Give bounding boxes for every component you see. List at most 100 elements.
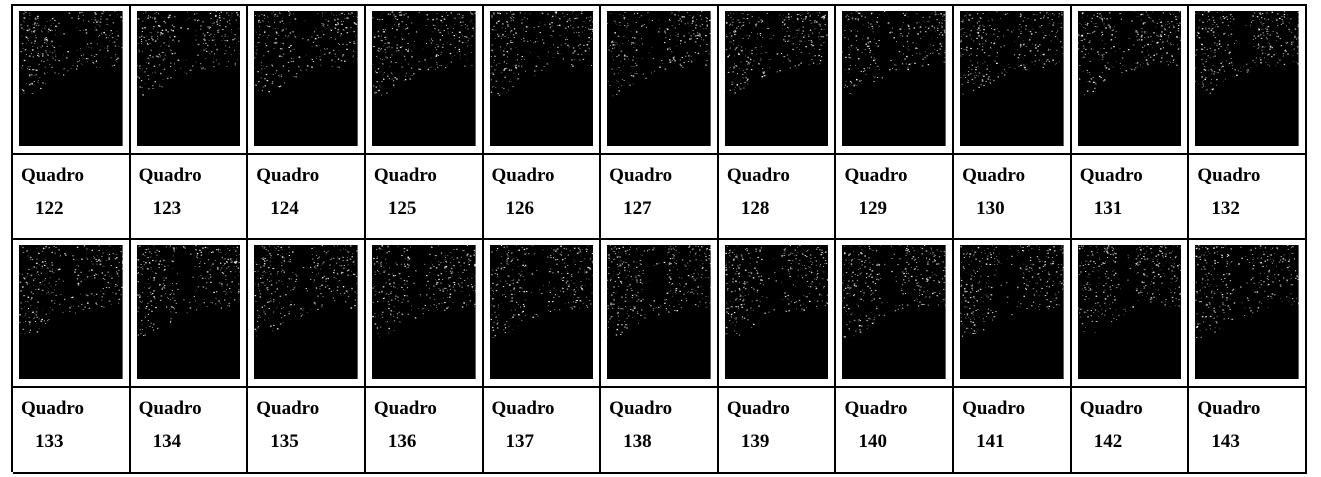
frame-label-word: Quadro bbox=[21, 165, 85, 186]
frame-image bbox=[842, 11, 947, 146]
frame-label-cell: Quadro 136 bbox=[365, 388, 484, 474]
frame-image bbox=[19, 245, 123, 379]
frame-image bbox=[254, 11, 358, 146]
frame-label-cell: Quadro 127 bbox=[601, 155, 719, 240]
frame-image-cell bbox=[836, 240, 955, 388]
frame-image bbox=[19, 11, 123, 146]
frame-label-number: 124 bbox=[270, 198, 299, 219]
frame-image bbox=[136, 11, 241, 146]
frame-image bbox=[1077, 245, 1182, 379]
frame-image-cell bbox=[1189, 240, 1307, 388]
frame-label-number: 125 bbox=[387, 198, 417, 219]
frame-image-cell bbox=[130, 6, 249, 155]
frame-label-word: Quadro bbox=[138, 165, 202, 186]
frame-label-number: 143 bbox=[1211, 431, 1240, 452]
frame-image-cell bbox=[130, 240, 249, 388]
frame-image bbox=[1195, 245, 1299, 379]
frame-label-word: Quadro bbox=[844, 398, 908, 419]
frame-label-cell: Quadro 135 bbox=[248, 388, 366, 474]
frame-label-cell: Quadro 130 bbox=[954, 155, 1072, 240]
frame-image bbox=[960, 245, 1064, 379]
frame-label-word: Quadro bbox=[726, 165, 790, 186]
frame-image-cell bbox=[365, 6, 484, 155]
frame-label-word: Quadro bbox=[491, 165, 555, 186]
frame-label-number: 132 bbox=[1211, 198, 1240, 219]
frame-image-cell bbox=[248, 240, 366, 388]
frame-image-cell bbox=[483, 6, 602, 155]
frame-label-cell: Quadro 142 bbox=[1071, 388, 1190, 474]
frame-label-cell: Quadro 123 bbox=[130, 155, 249, 240]
frame-label-cell: Quadro 132 bbox=[1189, 155, 1307, 240]
frame-image-cell bbox=[718, 6, 837, 155]
frame-image-cell bbox=[718, 240, 837, 388]
frame-image-cell bbox=[954, 6, 1072, 155]
frame-label-word: Quadro bbox=[844, 165, 908, 186]
frame-image-cell bbox=[1071, 6, 1190, 155]
frame-image bbox=[724, 245, 829, 379]
frame-label-cell: Quadro 129 bbox=[836, 155, 955, 240]
frame-label-number: 136 bbox=[387, 431, 417, 452]
frame-label-number: 123 bbox=[152, 198, 182, 219]
frame-image-cell bbox=[365, 240, 484, 388]
frame-label-number: 128 bbox=[740, 198, 770, 219]
frame-label-word: Quadro bbox=[962, 398, 1026, 419]
frame-label-number: 129 bbox=[858, 198, 887, 219]
frame-image-cell bbox=[601, 240, 719, 388]
frame-image-cell bbox=[248, 6, 366, 155]
frame-label-cell: Quadro 140 bbox=[836, 388, 955, 474]
frame-sequence-table: Quadro 122 Quadro 123 Quadro 124 Quadro 125 Quad… bbox=[11, 4, 1307, 474]
frame-label-number: 130 bbox=[976, 198, 1005, 219]
frame-image-cell bbox=[13, 6, 131, 155]
frame-label-word: Quadro bbox=[1079, 398, 1143, 419]
frame-image-cell bbox=[483, 240, 602, 388]
frame-label-word: Quadro bbox=[138, 398, 202, 419]
frame-image bbox=[607, 245, 711, 379]
frame-label-number: 133 bbox=[35, 431, 64, 452]
frame-label-cell: Quadro 122 bbox=[13, 155, 131, 240]
frame-label-word: Quadro bbox=[21, 398, 85, 419]
frame-label-word: Quadro bbox=[373, 165, 437, 186]
frame-label-cell: Quadro 131 bbox=[1071, 155, 1190, 240]
frame-image bbox=[724, 11, 829, 146]
frame-label-cell: Quadro 124 bbox=[248, 155, 366, 240]
frame-label-word: Quadro bbox=[491, 398, 555, 419]
frame-label-word: Quadro bbox=[256, 398, 320, 419]
frame-label-cell: Quadro 141 bbox=[954, 388, 1072, 474]
frame-label-word: Quadro bbox=[256, 165, 320, 186]
frame-label-cell: Quadro 133 bbox=[13, 388, 131, 474]
frame-label-word: Quadro bbox=[962, 165, 1026, 186]
frame-label-number: 126 bbox=[505, 198, 535, 219]
frame-label-word: Quadro bbox=[609, 398, 673, 419]
frame-label-number: 131 bbox=[1093, 198, 1123, 219]
frame-image bbox=[960, 11, 1064, 146]
frame-label-number: 138 bbox=[623, 431, 652, 452]
frame-image bbox=[136, 245, 241, 379]
frame-label-cell: Quadro 128 bbox=[718, 155, 837, 240]
frame-label-number: 137 bbox=[505, 431, 535, 452]
frame-image-cell bbox=[836, 6, 955, 155]
frame-image bbox=[1195, 11, 1299, 146]
frame-label-cell: Quadro 126 bbox=[483, 155, 602, 240]
frame-label-word: Quadro bbox=[726, 398, 790, 419]
frame-label-cell: Quadro 125 bbox=[365, 155, 484, 240]
frame-label-word: Quadro bbox=[1197, 398, 1261, 419]
frame-image bbox=[607, 11, 711, 146]
frame-label-cell: Quadro 134 bbox=[130, 388, 249, 474]
frame-label-cell: Quadro 143 bbox=[1189, 388, 1307, 474]
frame-label-number: 127 bbox=[623, 198, 652, 219]
frame-label-word: Quadro bbox=[1079, 165, 1143, 186]
frame-image bbox=[489, 11, 594, 146]
frame-label-number: 134 bbox=[152, 431, 182, 452]
frame-label-number: 140 bbox=[858, 431, 887, 452]
frame-label-word: Quadro bbox=[373, 398, 437, 419]
frame-image-cell bbox=[601, 6, 719, 155]
frame-label-number: 139 bbox=[740, 431, 770, 452]
frame-image bbox=[842, 245, 947, 379]
frame-image bbox=[489, 245, 594, 379]
frame-label-word: Quadro bbox=[609, 165, 673, 186]
frame-label-number: 141 bbox=[976, 431, 1005, 452]
frame-label-number: 142 bbox=[1093, 431, 1123, 452]
frame-label-number: 135 bbox=[270, 431, 299, 452]
frame-image-cell bbox=[1189, 6, 1307, 155]
frame-label-word: Quadro bbox=[1197, 165, 1261, 186]
